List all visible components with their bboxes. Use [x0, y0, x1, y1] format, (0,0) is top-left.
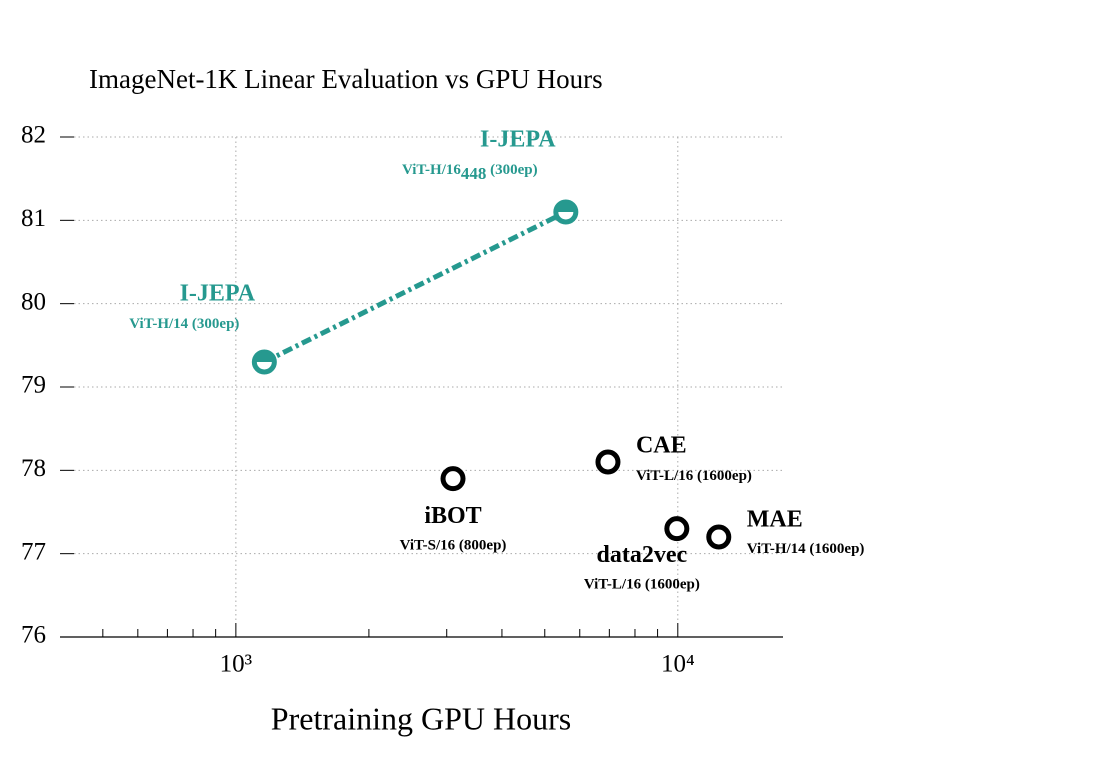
point: [251, 349, 277, 375]
y-tick-label: 80: [21, 288, 46, 315]
y-tick-label: 76: [21, 622, 46, 649]
x-axis-label: Pretraining GPU Hours: [271, 700, 571, 736]
point-detail: ViT-S/16 (800ep): [400, 538, 507, 554]
y-tick-label: 78: [21, 455, 46, 482]
detail-part: 448: [461, 164, 487, 183]
marker: [440, 466, 466, 492]
detail-part: ViT-H/14 (300ep): [129, 316, 239, 332]
point: [440, 466, 466, 492]
detail-part: ViT-L/16 (1600ep): [584, 577, 700, 593]
marker-half: [254, 352, 275, 362]
marker: [664, 516, 690, 542]
y-tick-label: 81: [21, 205, 46, 232]
point-detail: ViT-H/16448 (300ep): [402, 162, 538, 182]
point-detail: ViT-L/16 (1600ep): [636, 468, 752, 484]
marker: [595, 449, 621, 475]
y-tick-label: 79: [21, 372, 46, 399]
point-name: I-JEPA: [480, 127, 556, 153]
x-tick-label: 10³: [220, 651, 253, 678]
point-name: iBOT: [424, 503, 481, 529]
x-tick-label: 10⁴: [661, 651, 695, 678]
detail-part: ViT-L/16 (1600ep): [636, 468, 752, 484]
point-name: I-JEPA: [180, 281, 256, 307]
point-name: MAE: [747, 507, 803, 533]
point-detail: ViT-L/16 (1600ep): [584, 577, 700, 593]
point-name: data2vec: [597, 542, 688, 568]
marker-half: [555, 202, 576, 212]
detail-part: ViT-H/14 (1600ep): [747, 541, 865, 557]
detail-part: ViT-H/16: [402, 162, 461, 178]
detail-part: (300ep): [486, 162, 537, 178]
chart-title: ImageNet-1K Linear Evaluation vs GPU Hou…: [89, 64, 603, 94]
point: [664, 516, 690, 542]
marker: [706, 524, 732, 550]
point: [595, 449, 621, 475]
point: [706, 524, 732, 550]
point: [553, 199, 579, 225]
series-line: [263, 209, 567, 365]
y-tick-label: 77: [21, 538, 46, 565]
detail-part: ViT-S/16 (800ep): [400, 538, 507, 554]
point-name: CAE: [636, 433, 687, 459]
point-detail: ViT-H/14 (1600ep): [747, 541, 865, 557]
point-detail: ViT-H/14 (300ep): [129, 316, 239, 332]
y-tick-label: 82: [21, 122, 46, 149]
